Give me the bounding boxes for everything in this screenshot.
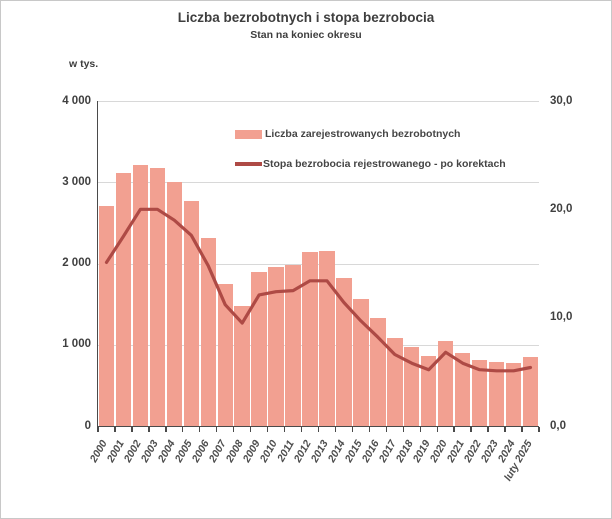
y-left-label-2: 2 000: [62, 257, 91, 269]
bar-2011: [285, 264, 301, 426]
gridline: [98, 344, 539, 346]
bar-2006: [200, 238, 216, 426]
x-tick: [504, 427, 506, 432]
bar-2009: [251, 272, 267, 426]
x-tick: [453, 427, 455, 432]
y-left-label-3: 1 000: [62, 338, 91, 351]
x-tick: [165, 427, 167, 432]
bar-2013: [319, 250, 335, 426]
gridline: [98, 182, 539, 184]
x-tick: [334, 427, 337, 432]
bar-2002: [132, 164, 149, 426]
x-tick: [216, 427, 218, 432]
legend: Liczba zarejestrowanych bezrobotnych Sto…: [235, 127, 506, 187]
x-tick: [317, 427, 320, 432]
bar-2021: [454, 353, 471, 426]
x-tick: [182, 427, 184, 432]
bar-2010: [268, 267, 284, 426]
bar-2001: [115, 172, 132, 426]
bar-2023: [488, 361, 505, 426]
bar-2014: [336, 277, 352, 426]
bar-2005: [183, 200, 199, 426]
bar-2018: [404, 347, 420, 426]
bar-2022: [471, 360, 488, 426]
rate-line: [104, 207, 533, 373]
bar-2000: [98, 206, 115, 426]
x-tick: [402, 427, 404, 432]
bar-2012: [302, 252, 318, 426]
x-tick: [300, 427, 303, 432]
bar-2019: [421, 355, 437, 426]
x-tick: [385, 427, 388, 432]
bar-2020: [438, 341, 454, 426]
x-tick: [283, 427, 286, 432]
y-right-label-3: 0,0: [550, 419, 566, 432]
left-axis-unit-label: w tys.: [69, 58, 99, 70]
bar-2017: [387, 338, 403, 426]
x-tick: [266, 427, 269, 432]
x-tick: [487, 427, 489, 432]
chart-title: Liczba bezrobotnych i stopa bezrobocia: [177, 10, 435, 25]
legend-label-line: Stopa bezrobocia rejestrowanego - po kor…: [263, 158, 506, 170]
x-tick: [351, 427, 354, 432]
x-tick: [419, 427, 421, 432]
legend-item-bars: Liczba zarejestrowanych bezrobotnych: [235, 127, 506, 141]
y-left-label-1: 3 000: [62, 175, 91, 188]
x-tick: [114, 427, 116, 432]
bar-2016: [370, 317, 386, 426]
x-tick: [199, 427, 201, 432]
x-tick: [97, 427, 99, 432]
chart-subtitle: Stan na koniec okresu: [250, 29, 362, 41]
gridline: [98, 263, 539, 265]
bar-series-swatch: [235, 129, 262, 139]
line-series-swatch: [235, 162, 262, 166]
y-right-label-0: 30,0: [550, 94, 573, 107]
bar-2003: [149, 167, 166, 426]
y-left-label-4: 0: [84, 419, 91, 432]
x-tick: [470, 427, 472, 432]
y-left-label-0: 4 000: [62, 94, 91, 107]
bar-2007: [217, 284, 233, 426]
bar-2008: [234, 306, 250, 426]
x-tick: [148, 427, 150, 432]
legend-item-line: Stopa bezrobocia rejestrowanego - po kor…: [235, 157, 506, 171]
bar-2004: [166, 182, 182, 426]
x-tick: [521, 427, 523, 432]
x-tick: [436, 427, 438, 432]
x-tick: [249, 427, 252, 432]
x-tick: [368, 427, 371, 432]
y-right-label-1: 20,0: [550, 202, 573, 215]
bar-luty 2025: [522, 356, 539, 426]
gridline: [98, 101, 539, 102]
plot-area: Liczba zarejestrowanych bezrobotnych Sto…: [97, 101, 540, 432]
bar-2024: [505, 363, 522, 426]
y-right-label-2: 10,0: [550, 311, 573, 324]
bar-2015: [353, 299, 369, 426]
legend-label-bars: Liczba zarejestrowanych bezrobotnych: [265, 128, 461, 140]
x-tick: [538, 427, 540, 432]
line-series: [104, 207, 533, 373]
x-tick: [131, 427, 133, 432]
x-tick: [232, 427, 235, 432]
